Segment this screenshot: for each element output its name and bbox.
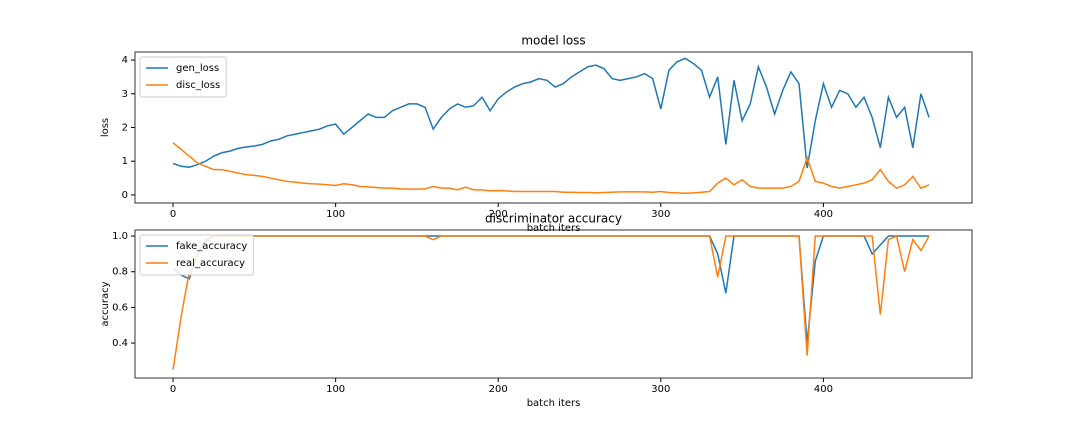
x-tick-label: 200	[489, 384, 508, 395]
x-axis-label: batch iters	[527, 398, 581, 409]
legend-label: real_accuracy	[176, 258, 245, 269]
series-line	[172, 235, 930, 344]
y-axis-label: accuracy	[100, 281, 111, 326]
y-tick-label: 3	[122, 89, 128, 100]
chart-title: discriminator accuracy	[485, 212, 622, 226]
series-line	[172, 57, 930, 169]
y-tick-label: 1.0	[112, 231, 128, 242]
y-tick-label: 0.4	[112, 338, 128, 349]
legend-box	[139, 56, 227, 98]
legend-box	[139, 234, 254, 276]
chart-title: model loss	[521, 34, 585, 48]
legend-label: gen_loss	[176, 63, 219, 74]
x-tick-label: 400	[814, 209, 833, 220]
x-tick-label: 100	[326, 384, 345, 395]
series-line	[172, 142, 930, 194]
y-tick-label: 4	[122, 55, 128, 66]
legend: fake_accuracy real_accuracy	[139, 234, 254, 276]
x-tick-label: 0	[170, 209, 176, 220]
x-tick-label: 300	[651, 209, 670, 220]
y-tick-label: 0.8	[112, 267, 128, 278]
y-tick-label: 0	[122, 190, 128, 201]
legend-label: fake_accuracy	[176, 241, 247, 252]
legend: gen_loss disc_loss	[139, 56, 227, 98]
x-tick-label: 400	[814, 384, 833, 395]
x-axis-label: batch iters	[527, 223, 581, 234]
x-tick-label: 300	[651, 384, 670, 395]
plot-frame	[134, 51, 973, 204]
y-tick-label: 2	[122, 123, 128, 134]
y-tick-label: 1	[122, 156, 128, 167]
legend-label: disc_loss	[176, 80, 220, 91]
x-tick-label: 100	[326, 209, 345, 220]
series-line	[172, 235, 930, 370]
y-tick-label: 0.6	[112, 302, 128, 313]
y-axis-label: loss	[100, 118, 111, 137]
x-tick-label: 0	[170, 384, 176, 395]
plot-frame	[134, 229, 973, 379]
x-tick-label: 200	[489, 209, 508, 220]
